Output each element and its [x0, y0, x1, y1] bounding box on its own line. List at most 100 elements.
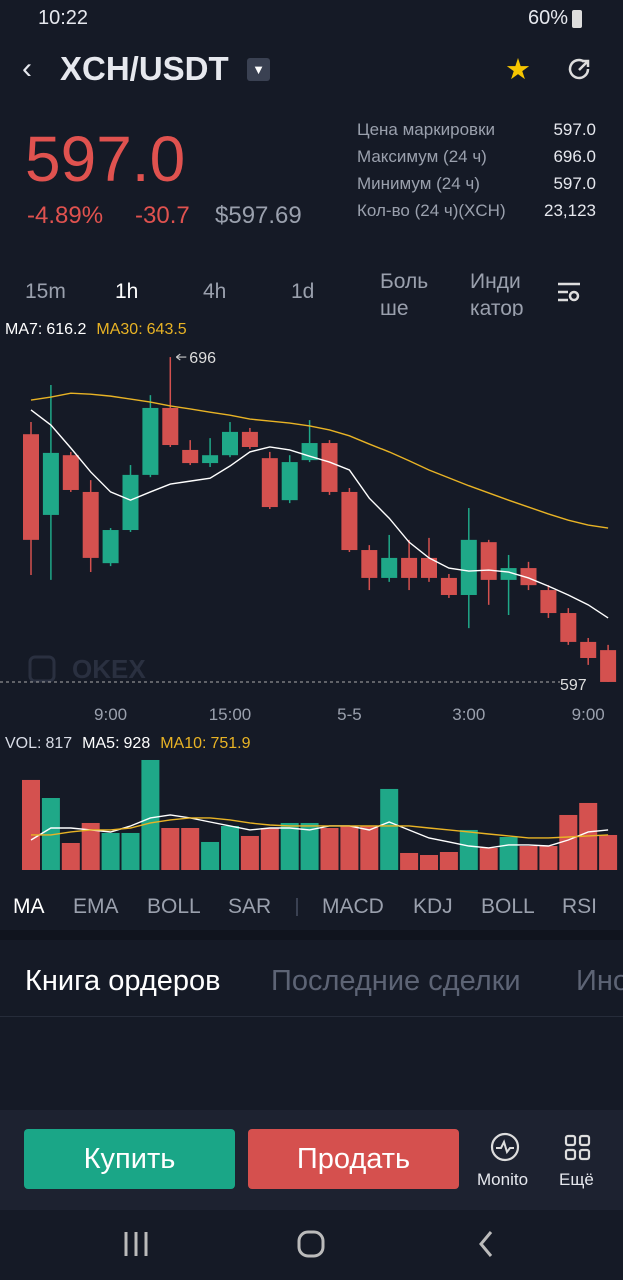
indicator[interactable]: MA: [13, 895, 45, 918]
x-tick-label: 3:00: [452, 705, 485, 724]
share[interactable]: [566, 57, 594, 85]
legend-label: MA10:: [160, 735, 206, 752]
settings[interactable]: [556, 280, 582, 304]
candle-body: [500, 568, 517, 580]
timeframe[interactable]: 1d: [291, 280, 315, 303]
volume-ma-line: [30, 814, 609, 849]
candle-body: [102, 530, 119, 564]
legend-label: MA5:: [82, 735, 119, 752]
volume-bar: [340, 825, 359, 870]
volume-bar: [439, 852, 458, 870]
sell-button[interactable]: Продать: [248, 1129, 459, 1189]
x-tick-label: 9:00: [572, 705, 605, 724]
monitor[interactable]: Monito: [477, 1170, 529, 1189]
timeframe[interactable]: Индикатор: [470, 270, 524, 316]
buy-button[interactable]: Купить: [24, 1129, 235, 1189]
stat-label: Кол-во (24 ч)(XCH): [357, 201, 506, 220]
stat-label: Минимум (24 ч): [357, 174, 480, 193]
volume-ma-line: [31, 817, 609, 839]
ma-line: [30, 409, 609, 619]
x-tick-label: 9:00: [94, 705, 127, 724]
indicator[interactable]: SAR: [228, 895, 272, 918]
timeframe[interactable]: 1h: [115, 280, 139, 303]
candle-body: [401, 557, 418, 578]
tab[interactable]: Последние сделки: [271, 965, 521, 997]
volume-bar: [499, 837, 518, 870]
volume-bar: [121, 832, 140, 870]
watermark-icon: [28, 655, 56, 683]
pair[interactable]: XCH/USDT: [60, 50, 229, 87]
indicator[interactable]: MACD: [322, 895, 384, 918]
star[interactable]: ★: [505, 54, 531, 86]
indicator[interactable]: RSI: [562, 895, 598, 918]
tab[interactable]: Книга ордеров: [25, 965, 221, 997]
indicator[interactable]: BOLL: [147, 895, 201, 918]
dropdown[interactable]: ▼: [247, 58, 270, 81]
candle-body: [62, 455, 79, 490]
change-pct: -4.89%: [27, 202, 104, 229]
volume-bar: [41, 798, 60, 870]
change: -30.7: [135, 202, 190, 229]
candle-body: [540, 590, 557, 614]
candle-body: [182, 449, 199, 464]
price: 597.0: [25, 123, 186, 195]
battery-icon: [572, 10, 582, 28]
volume-bar: [280, 822, 299, 870]
candle-body: [202, 455, 219, 464]
nav-bar: [124, 1230, 493, 1258]
legend-value: 751.9: [210, 735, 250, 752]
stat-value: 597.0: [553, 174, 596, 193]
candle-body: [520, 568, 537, 586]
volume-bar: [101, 832, 120, 870]
candle-body: [580, 641, 597, 658]
divider: [0, 1016, 623, 1017]
candle-body: [122, 474, 139, 531]
legend-value: 817: [45, 735, 72, 752]
legend-label: MA30:: [96, 321, 142, 338]
more-icon[interactable]: [564, 1134, 592, 1162]
volume-bar: [201, 841, 220, 870]
stat-label: Цена маркировки: [357, 120, 496, 139]
more[interactable]: Ещё: [559, 1170, 594, 1189]
candle-body: [23, 434, 39, 540]
indicator[interactable]: EMA: [73, 895, 119, 918]
candle-body: [600, 650, 617, 682]
volume-bar: [479, 847, 498, 870]
status-time: 10:22: [38, 7, 89, 29]
candle-body: [361, 550, 378, 578]
volume-bar: [240, 835, 259, 870]
monitor-icon[interactable]: [490, 1132, 520, 1162]
back[interactable]: ‹: [22, 52, 32, 85]
volume-bar: [161, 828, 180, 870]
legend-label: VOL:: [5, 735, 41, 752]
separator: [296, 898, 298, 916]
max-marker: 696: [189, 350, 216, 367]
candle-body: [480, 542, 497, 580]
volume-bar: [22, 779, 40, 870]
timeframe[interactable]: Больше: [380, 270, 429, 316]
candle-body: [440, 577, 457, 595]
volume-bar: [360, 825, 379, 870]
x-tick-label: 5-5: [337, 705, 362, 724]
usd-price: $597.69: [215, 202, 302, 229]
volume-bar: [81, 822, 100, 870]
indicator[interactable]: BOLL: [481, 895, 535, 918]
divider: [0, 930, 623, 940]
timeframe[interactable]: 15m: [25, 280, 66, 303]
candle-body: [321, 443, 338, 492]
volume-bar: [300, 822, 319, 870]
volume-bar: [61, 843, 80, 870]
last-price: 597: [560, 677, 587, 694]
indicator[interactable]: KDJ: [413, 895, 453, 918]
timeframe[interactable]: 4h: [203, 280, 227, 303]
volume-bar: [181, 828, 200, 870]
tab[interactable]: Ино: [576, 965, 623, 997]
volume-bar: [320, 828, 339, 870]
volume-bar: [400, 852, 419, 870]
ma-line: [30, 392, 609, 529]
x-tick-label: 15:00: [209, 705, 252, 724]
candle-body: [460, 539, 477, 595]
candle-body: [560, 613, 577, 642]
